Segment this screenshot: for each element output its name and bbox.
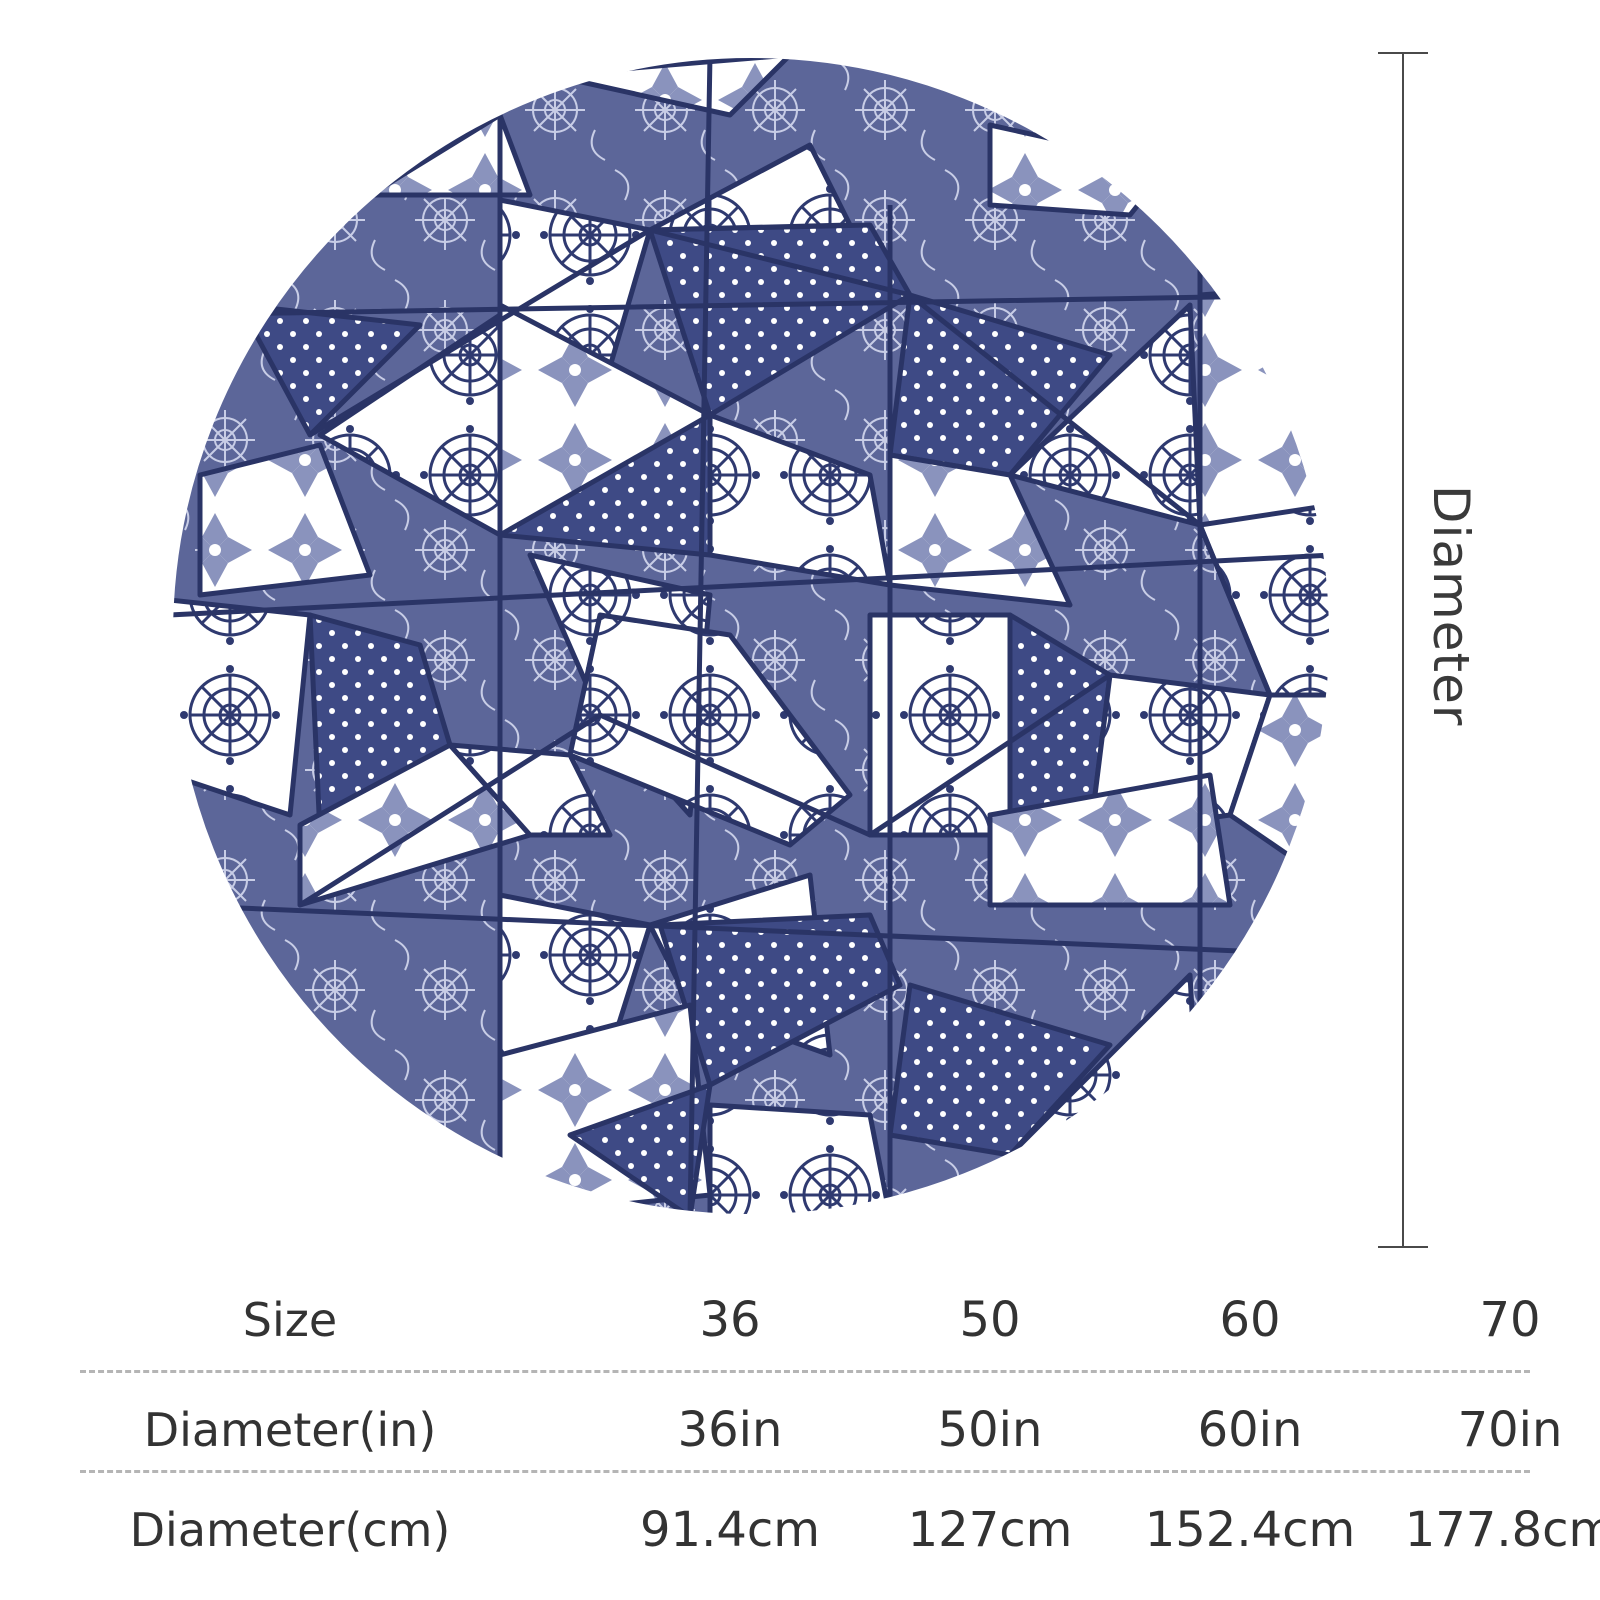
row-label: Size: [242, 1293, 338, 1347]
dashed-divider: [80, 1370, 1530, 1373]
table-cell: 70: [1479, 1292, 1541, 1348]
table-cell: 50: [959, 1292, 1021, 1348]
diameter-label: Diameter: [1422, 485, 1480, 727]
table-row-size: Size 36 50 60 70: [80, 1290, 1541, 1390]
table-cell: 36: [699, 1292, 761, 1348]
round-rug-image: [170, 55, 1332, 1217]
table-cell: 50in: [937, 1402, 1043, 1458]
row-label: Diameter(cm): [129, 1503, 451, 1557]
table-cell: 36in: [677, 1402, 783, 1458]
size-table: Size 36 50 60 70 Diameter(in) 36in 50in …: [80, 1290, 1600, 1590]
table-cell: 60in: [1197, 1402, 1303, 1458]
dashed-divider: [80, 1470, 1530, 1473]
table-cell: 91.4cm: [639, 1502, 821, 1558]
table-cell: 127cm: [907, 1502, 1073, 1558]
table-cell: 60: [1219, 1292, 1281, 1348]
dimension-vertical-line: [1402, 52, 1404, 1248]
diameter-dimension-line: [1378, 52, 1428, 1248]
table-cell: 152.4cm: [1144, 1502, 1356, 1558]
table-cell: 177.8cm: [1404, 1502, 1600, 1558]
table-row-diameter-cm: Diameter(cm) 91.4cm 127cm 152.4cm 177.8c…: [80, 1500, 1600, 1600]
table-row-diameter-in: Diameter(in) 36in 50in 60in 70in: [80, 1400, 1563, 1500]
row-label: Diameter(in): [143, 1403, 437, 1457]
patchwork-rug-pattern: [171, 56, 1331, 1216]
dimension-tick-bottom: [1378, 1246, 1428, 1248]
table-cell: 70in: [1457, 1402, 1563, 1458]
